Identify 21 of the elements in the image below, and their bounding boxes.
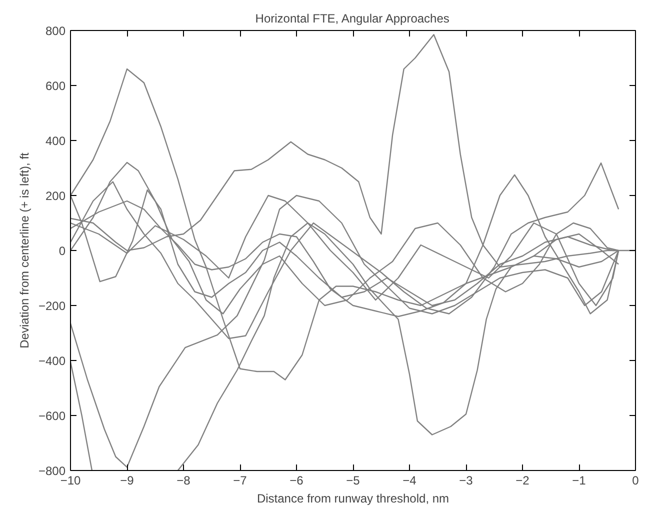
y-tick-label: −600 (38, 409, 66, 423)
x-tick-label: −8 (176, 474, 191, 488)
y-tick-label: 0 (58, 244, 66, 258)
x-axis-title: Distance from runway threshold, nm (256, 492, 450, 506)
x-tick-label: 0 (632, 474, 640, 488)
y-axis-title: Deviation from centerline (+ is left), ft (17, 152, 32, 348)
y-tick-label: −400 (38, 354, 66, 368)
x-tick-label: −4 (402, 474, 417, 488)
y-tick-label: −200 (38, 299, 66, 313)
y-tick-label: 600 (45, 79, 66, 93)
x-tick-label: −5 (346, 474, 360, 488)
y-tick-label: 800 (45, 24, 66, 38)
x-tick-label: −2 (516, 474, 530, 488)
x-tick-label: −9 (120, 474, 134, 488)
x-tick-label: −3 (459, 474, 474, 488)
y-tick-label: 200 (45, 189, 66, 203)
chart-title: Horizontal FTE, Angular Approaches (255, 12, 450, 26)
y-tick-label: 400 (45, 134, 66, 148)
x-tick-label: −6 (290, 474, 304, 488)
x-tick-label: −7 (233, 474, 248, 488)
x-tick-label: −1 (572, 474, 586, 488)
